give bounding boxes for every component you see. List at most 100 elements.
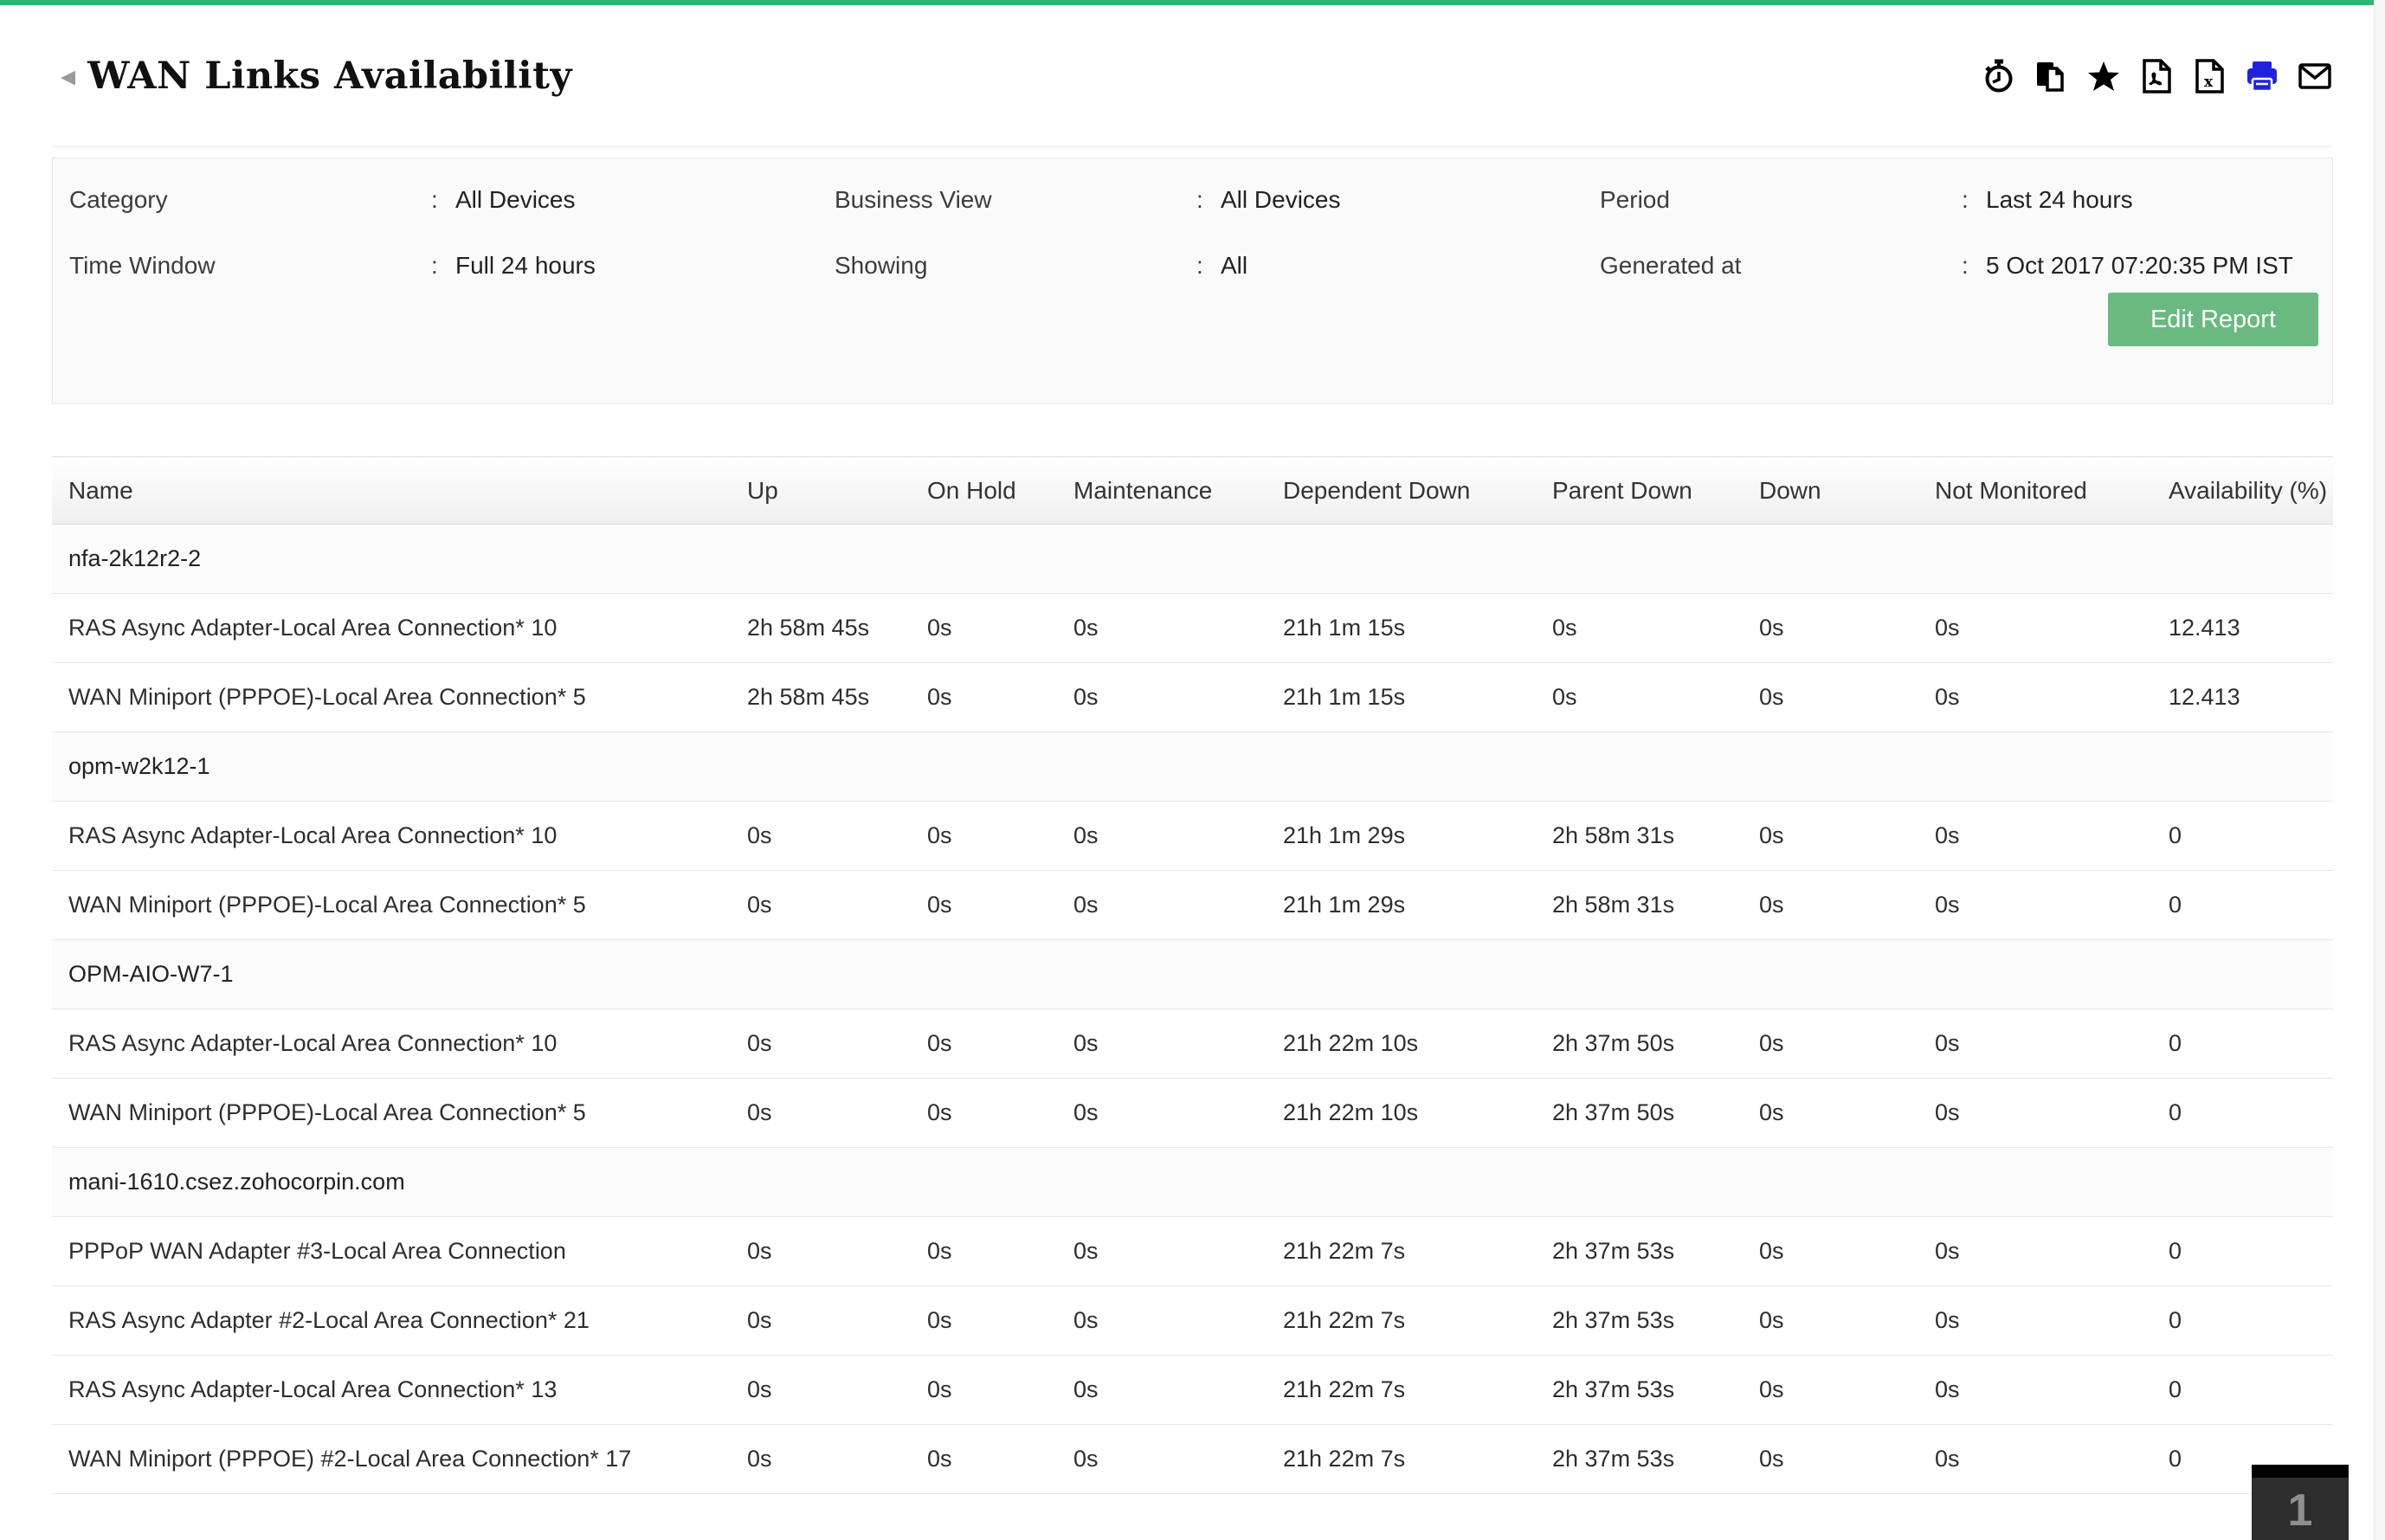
cell-parent-down: 2h 58m 31s [1552,870,1759,940]
cell-not-monitored: 0s [1935,1078,2169,1148]
cell-parent-down: 2h 37m 50s [1552,1008,1759,1079]
cell-maintenance: 0s [1073,801,1283,871]
column-header-parent-down[interactable]: Parent Down [1552,456,1759,525]
cell-up: 0s [747,1355,927,1425]
criteria-label: Time Window [69,252,216,279]
table-row: RAS Async Adapter-Local Area Connection*… [52,1008,2333,1079]
cell-dependent-down: 21h 1m 29s [1283,801,1552,871]
cell-name: RAS Async Adapter-Local Area Connection*… [52,1008,747,1079]
criteria-label: Category [69,186,168,213]
cell-down: 0s [1759,1078,1935,1148]
table-row: WAN Miniport (PPPOE)-Local Area Connecti… [52,1078,2333,1148]
column-header-maintenance[interactable]: Maintenance [1073,456,1283,525]
column-header-availability[interactable]: Availability (%) [2169,456,2333,525]
cell-name: PPPoP WAN Adapter #3-Local Area Connecti… [52,1216,747,1286]
criteria-value: Last 24 hours [1986,186,2133,213]
column-header-on-hold[interactable]: On Hold [927,456,1073,525]
edit-report-button[interactable]: Edit Report [2108,293,2318,346]
alarms-widget[interactable]: 1 Alarms [2252,1465,2349,1540]
cell-name: RAS Async Adapter-Local Area Connection*… [52,593,747,663]
report-criteria-panel: Category : All Devices Business View : A… [52,158,2333,404]
cell-on-hold: 0s [927,870,1073,940]
cell-up: 0s [747,1216,927,1286]
cell-parent-down: 0s [1552,662,1759,732]
criteria-business-view: Business View : All Devices [835,184,1600,216]
report-table-body: nfa-2k12r2-2 RAS Async Adapter-Local Area… [52,524,2333,1494]
cell-maintenance: 0s [1073,1355,1283,1425]
cell-up: 0s [747,1285,927,1356]
criteria-colon: : [431,252,438,279]
cell-on-hold: 0s [927,1424,1073,1494]
cell-not-monitored: 0s [1935,1285,2169,1356]
criteria-label: Generated at [1600,252,1742,279]
page-header: ◂ WAN Links Availability x [52,5,2333,147]
cell-name: WAN Miniport (PPPOE) #2-Local Area Conne… [52,1424,747,1494]
cell-up: 0s [747,1424,927,1494]
column-header-up[interactable]: Up [747,456,927,525]
cell-availability: 12.413 [2169,662,2333,732]
cell-on-hold: 0s [927,1008,1073,1079]
favorite-star-icon[interactable] [2085,58,2122,94]
device-group-name: OPM-AIO-W7-1 [52,939,2333,1009]
cell-not-monitored: 0s [1935,1008,2169,1079]
device-group-row: nfa-2k12r2-2 [52,524,2333,594]
cell-on-hold: 0s [927,1355,1073,1425]
cell-down: 0s [1759,662,1935,732]
cell-parent-down: 2h 37m 53s [1552,1355,1759,1425]
cell-name: WAN Miniport (PPPOE)-Local Area Connecti… [52,662,747,732]
cell-dependent-down: 21h 22m 7s [1283,1216,1552,1286]
criteria-value: 5 Oct 2017 07:20:35 PM IST [1986,252,2293,279]
cell-up: 0s [747,870,927,940]
email-icon[interactable] [2297,58,2333,94]
cell-on-hold: 0s [927,1078,1073,1148]
criteria-category: Category : All Devices [69,184,835,216]
table-row: WAN Miniport (PPPOE) #2-Local Area Conne… [52,1424,2333,1494]
column-header-dependent-down[interactable]: Dependent Down [1283,456,1552,525]
cell-maintenance: 0s [1073,1424,1283,1494]
table-row: RAS Async Adapter-Local Area Connection*… [52,593,2333,663]
cell-down: 0s [1759,1355,1935,1425]
schedule-icon[interactable] [1980,58,2016,94]
cell-up: 2h 58m 45s [747,593,927,663]
cell-not-monitored: 0s [1935,801,2169,871]
cell-availability: 0 [2169,1078,2333,1148]
cell-dependent-down: 21h 22m 10s [1283,1008,1552,1079]
device-group-name: nfa-2k12r2-2 [52,524,2333,594]
cell-maintenance: 0s [1073,870,1283,940]
cell-maintenance: 0s [1073,593,1283,663]
cell-parent-down: 2h 37m 53s [1552,1424,1759,1494]
report-table-container: Name Up On Hold Maintenance Dependent Down Pa… [52,456,2333,1494]
column-header-name[interactable]: Name [52,456,747,525]
criteria-generated-at: Generated at : 5 Oct 2017 07:20:35 PM IS… [1600,250,2349,281]
back-button[interactable]: ◂ [61,59,76,93]
copy-report-icon[interactable] [2033,58,2069,94]
table-row: PPPoP WAN Adapter #3-Local Area Connecti… [52,1216,2333,1286]
export-excel-icon[interactable]: x [2191,58,2227,94]
criteria-value: Full 24 hours [455,252,596,279]
print-icon[interactable] [2244,58,2280,94]
report-criteria-grid: Category : All Devices Business View : A… [53,184,2332,281]
cell-parent-down: 2h 37m 53s [1552,1285,1759,1356]
cell-availability: 12.413 [2169,593,2333,663]
criteria-colon: : [431,186,438,213]
cell-down: 0s [1759,593,1935,663]
cell-parent-down: 2h 37m 53s [1552,1216,1759,1286]
criteria-value: All Devices [1221,186,1341,213]
cell-up: 0s [747,1078,927,1148]
column-header-down[interactable]: Down [1759,456,1935,525]
cell-down: 0s [1759,870,1935,940]
vertical-scrollbar[interactable] [2374,0,2385,1540]
cell-down: 0s [1759,801,1935,871]
table-row: RAS Async Adapter-Local Area Connection*… [52,801,2333,871]
column-header-not-monitored[interactable]: Not Monitored [1935,456,2169,525]
export-pdf-icon[interactable] [2138,58,2175,94]
criteria-label: Showing [835,252,928,279]
alarms-topstrip [2252,1465,2349,1478]
wan-links-availability-table: Name Up On Hold Maintenance Dependent Down Pa… [52,456,2333,1494]
cell-dependent-down: 21h 22m 7s [1283,1355,1552,1425]
cell-availability: 0 [2169,1008,2333,1079]
cell-not-monitored: 0s [1935,1424,2169,1494]
cell-name: RAS Async Adapter-Local Area Connection*… [52,1355,747,1425]
criteria-label: Period [1600,186,1670,213]
criteria-value: All [1221,252,1248,279]
